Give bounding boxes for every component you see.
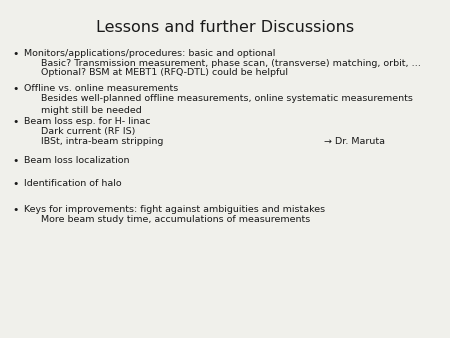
Text: •: • <box>12 179 18 189</box>
Text: IBSt, intra-beam stripping: IBSt, intra-beam stripping <box>41 137 164 146</box>
Text: Beam loss localization: Beam loss localization <box>24 156 130 165</box>
Text: → Dr. Maruta: → Dr. Maruta <box>324 137 385 146</box>
Text: Dark current (RF IS): Dark current (RF IS) <box>41 127 136 137</box>
Text: •: • <box>12 84 18 94</box>
Text: Basic? Transmission measurement, phase scan, (transverse) matching, orbit, …: Basic? Transmission measurement, phase s… <box>41 59 421 68</box>
Text: Optional? BSM at MEBT1 (RFQ-DTL) could be helpful: Optional? BSM at MEBT1 (RFQ-DTL) could b… <box>41 68 288 77</box>
Text: Beam loss esp. for H- linac: Beam loss esp. for H- linac <box>24 117 151 126</box>
Text: Offline vs. online measurements: Offline vs. online measurements <box>24 84 178 93</box>
Text: •: • <box>12 49 18 59</box>
Text: •: • <box>12 117 18 127</box>
Text: Monitors/applications/procedures: basic and optional: Monitors/applications/procedures: basic … <box>24 49 275 58</box>
Text: Lessons and further Discussions: Lessons and further Discussions <box>96 20 354 35</box>
Text: •: • <box>12 156 18 166</box>
Text: Keys for improvements: fight against ambiguities and mistakes: Keys for improvements: fight against amb… <box>24 205 325 214</box>
Text: Besides well-planned offline measurements, online systematic measurements
might : Besides well-planned offline measurement… <box>41 94 413 115</box>
Text: More beam study time, accumulations of measurements: More beam study time, accumulations of m… <box>41 215 310 224</box>
Text: Identification of halo: Identification of halo <box>24 179 122 188</box>
Text: •: • <box>12 205 18 215</box>
